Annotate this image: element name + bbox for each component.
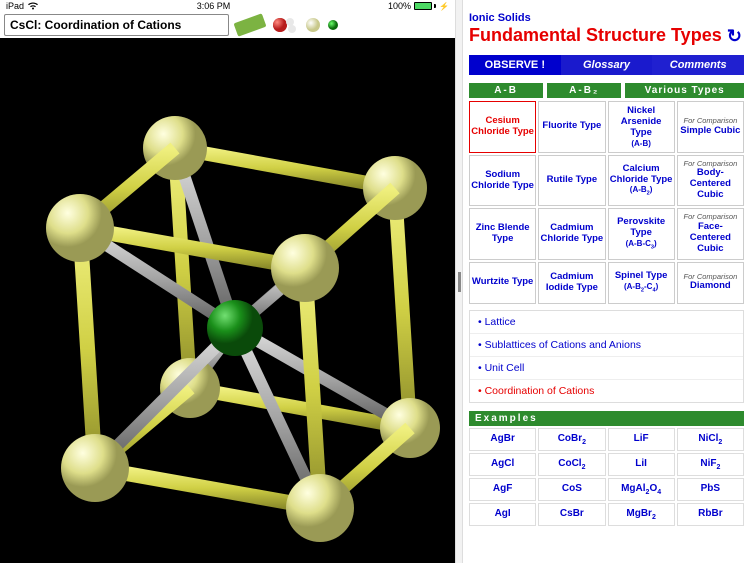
type-cell[interactable]: Spinel Type(A-B2-C4) [608, 262, 675, 304]
pane-divider[interactable] [455, 0, 463, 563]
type-cell[interactable]: For ComparisonFace-Centered Cubic [677, 208, 744, 259]
left-pane: iPad 3:06 PM 100% ⚡ CsCl: Coordination o… [0, 0, 455, 563]
examples-grid: AgBrCoBr2LiFNiCl2 AgClCoCl2LiINiF2 AgFCoSM… [469, 428, 744, 526]
green-atom-icon[interactable] [327, 19, 339, 31]
example-cell[interactable]: AgCl [469, 453, 536, 476]
type-cell[interactable]: For ComparisonDiamond [677, 262, 744, 304]
topic-item[interactable]: Sublattices of Cations and Anions [470, 334, 743, 357]
type-grid: Cesium Chloride TypeFluorite TypeNickel … [469, 101, 744, 304]
examples-header: Examples [469, 411, 744, 426]
example-cell[interactable]: LiI [608, 453, 675, 476]
type-cell[interactable]: Perovskite Type(A-B-C3) [608, 208, 675, 259]
topic-item[interactable]: Unit Cell [470, 357, 743, 380]
wifi-icon [27, 2, 39, 10]
example-cell[interactable]: CoCl2 [538, 453, 605, 476]
cscl-structure [0, 38, 455, 558]
example-cell[interactable]: MgAl2O4 [608, 478, 675, 501]
toolbar: CsCl: Coordination of Cations [0, 12, 455, 38]
battery-icon [414, 2, 436, 10]
type-cell[interactable]: Fluorite Type [538, 101, 605, 153]
tab-observe[interactable]: OBSERVE ! [469, 55, 561, 75]
example-cell[interactable]: CoBr2 [538, 428, 605, 451]
refresh-icon[interactable]: ↻ [727, 26, 742, 47]
example-cell[interactable]: CsBr [538, 503, 605, 526]
panel-subtitle: Ionic Solids [469, 12, 744, 24]
example-cell[interactable]: NiF2 [677, 453, 744, 476]
type-cell[interactable]: Calcium Chloride Type(A-B2) [608, 155, 675, 206]
structure-viewer[interactable] [0, 38, 455, 563]
category-row: A-B A-B₂ Various Types [469, 83, 744, 98]
light-atom-icon[interactable] [305, 17, 321, 33]
nav-tabs: OBSERVE ! Glossary Comments [469, 55, 744, 75]
clock: 3:06 PM [197, 1, 231, 11]
example-cell[interactable]: AgBr [469, 428, 536, 451]
topic-list: LatticeSublattices of Cations and Anions… [469, 310, 744, 403]
info-panel: Ionic Solids Fundamental Structure Types… [463, 0, 750, 563]
type-cell[interactable]: Sodium Chloride Type [469, 155, 536, 206]
tab-glossary[interactable]: Glossary [561, 55, 653, 75]
category-ab2[interactable]: A-B₂ [547, 83, 621, 98]
type-cell[interactable]: Wurtzite Type [469, 262, 536, 304]
style-tag[interactable] [234, 13, 267, 36]
category-ab[interactable]: A-B [469, 83, 543, 98]
type-cell[interactable]: For ComparisonBody-Centered Cubic [677, 155, 744, 206]
type-cell[interactable]: Rutile Type [538, 155, 605, 206]
example-cell[interactable]: AgF [469, 478, 536, 501]
app-root: iPad 3:06 PM 100% ⚡ CsCl: Coordination o… [0, 0, 750, 563]
example-cell[interactable]: NiCl2 [677, 428, 744, 451]
status-bar: iPad 3:06 PM 100% ⚡ [0, 0, 455, 12]
device-label: iPad [6, 1, 24, 11]
example-cell[interactable]: AgI [469, 503, 536, 526]
example-cell[interactable]: PbS [677, 478, 744, 501]
category-various[interactable]: Various Types [625, 83, 744, 98]
example-cell[interactable]: LiF [608, 428, 675, 451]
example-cell[interactable]: CoS [538, 478, 605, 501]
tab-comments[interactable]: Comments [652, 55, 744, 75]
type-cell[interactable]: Zinc Blende Type [469, 208, 536, 259]
topic-item[interactable]: Lattice [470, 311, 743, 334]
model-style-icon[interactable] [271, 16, 299, 34]
example-cell[interactable]: RbBr [677, 503, 744, 526]
battery-pct: 100% [388, 1, 411, 11]
charging-icon: ⚡ [439, 2, 449, 11]
type-cell[interactable]: Cadmium Iodide Type [538, 262, 605, 304]
panel-title: Fundamental Structure Types [469, 26, 744, 45]
structure-title[interactable]: CsCl: Coordination of Cations [4, 14, 229, 36]
type-cell[interactable]: Cesium Chloride Type [469, 101, 536, 153]
type-cell[interactable]: For ComparisonSimple Cubic [677, 101, 744, 153]
type-cell[interactable]: Nickel Arsenide Type(A-B) [608, 101, 675, 153]
topic-item[interactable]: Coordination of Cations [470, 380, 743, 402]
type-cell[interactable]: Cadmium Chloride Type [538, 208, 605, 259]
example-cell[interactable]: MgBr2 [608, 503, 675, 526]
